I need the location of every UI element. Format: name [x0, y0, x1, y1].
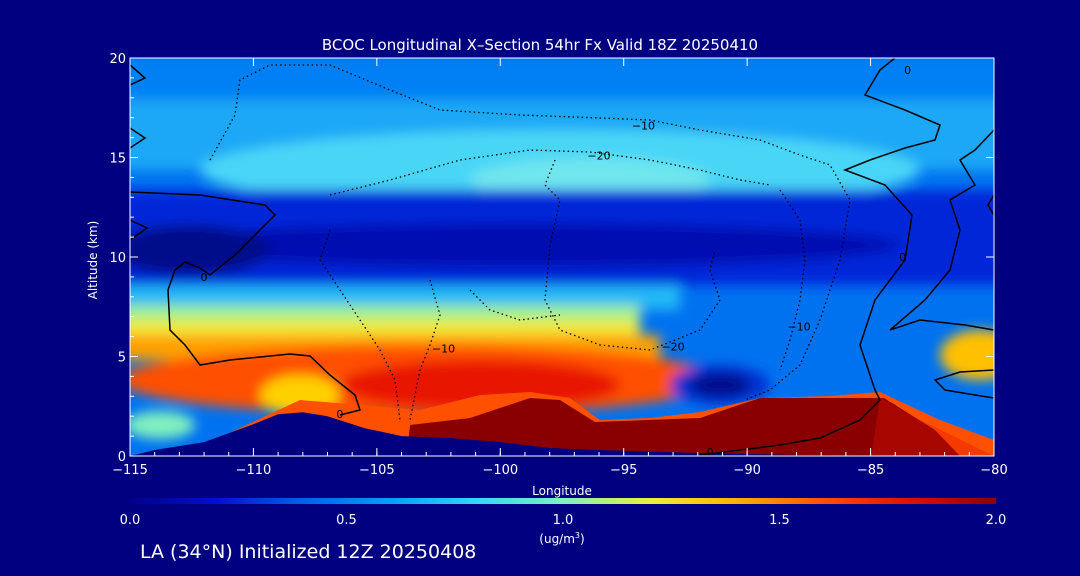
- colorbar-unit-label: (ug/m3): [539, 531, 584, 546]
- y-tick-label: 0: [118, 450, 126, 465]
- contour-labels: −10 −20 −20 −10 −10 0 0 0 0 0: [201, 64, 912, 459]
- contour-label: 0: [201, 271, 208, 284]
- contour-label: 0: [336, 408, 343, 421]
- y-tick-label: 10: [109, 251, 126, 266]
- x-tick-label: −100: [482, 463, 518, 478]
- concentration-field: [130, 58, 994, 456]
- y-tick-label: 5: [118, 351, 126, 366]
- contour-label: −20: [587, 150, 610, 163]
- contour-zero-northwest: [130, 64, 147, 86]
- colorbar-tick-label: 1.5: [769, 513, 790, 528]
- x-tick-label: −85: [857, 463, 884, 478]
- y-axis: 0 5 10 15 20: [109, 52, 994, 465]
- y-tick-label: 20: [109, 52, 126, 67]
- colorbar-tick-label: 0.5: [336, 513, 357, 528]
- y-axis-label: Altitude (km): [86, 221, 100, 300]
- contour-zero-far-east: [889, 129, 994, 331]
- contour-label: 0: [899, 251, 906, 264]
- contour-zero-west: [130, 191, 361, 416]
- contour-label: 0: [904, 64, 911, 77]
- contour-label: −10: [632, 120, 655, 133]
- contour-zero-northwest-2: [130, 127, 147, 149]
- colorbar-tick-label: 1.0: [553, 513, 574, 528]
- contour-minus10-west-2: [319, 229, 401, 421]
- contour-minus10-west: [409, 279, 441, 421]
- x-tick-label: −95: [610, 463, 637, 478]
- contour-minus20-inner: [469, 289, 561, 321]
- y-tick-label: 15: [109, 152, 126, 167]
- contour-label: 0: [707, 446, 714, 459]
- x-tick-label: −80: [980, 463, 1007, 478]
- initialization-caption: LA (34°N) Initialized 12Z 20250408: [140, 541, 477, 563]
- x-tick-label: −115: [112, 463, 148, 478]
- contour-minus10-east: [779, 189, 806, 371]
- contour-zero-east: [699, 58, 941, 456]
- colorbar-tick-label: 2.0: [986, 513, 1007, 528]
- terrain: [130, 412, 994, 456]
- colorbar-tick-label: 0.0: [120, 513, 141, 528]
- contour-zero-east-low: [933, 369, 994, 399]
- colorbar-ticks: 0.0 0.5 1.0 1.5 2.0: [120, 513, 1007, 528]
- x-axis-label: Longitude: [532, 484, 592, 498]
- colorbar: [130, 498, 996, 504]
- temperature-contours: [130, 58, 994, 456]
- contour-zero-west-small: [130, 219, 149, 241]
- x-axis: −115 −110 −105 −100 −95 −90 −85 −80: [112, 58, 1008, 478]
- contour-zero-east-edge: [987, 194, 994, 216]
- x-tick-label: −110: [236, 463, 272, 478]
- x-tick-label: −105: [359, 463, 395, 478]
- chart-title: BCOC Longitudinal X–Section 54hr Fx Vali…: [321, 36, 759, 54]
- contour-label: −20: [661, 341, 684, 354]
- terrain-surface: [130, 412, 994, 456]
- contour-label: −10: [787, 321, 810, 334]
- contour-label: −10: [432, 343, 455, 356]
- x-tick-label: −90: [733, 463, 760, 478]
- contour-minus20-upper: [329, 149, 771, 196]
